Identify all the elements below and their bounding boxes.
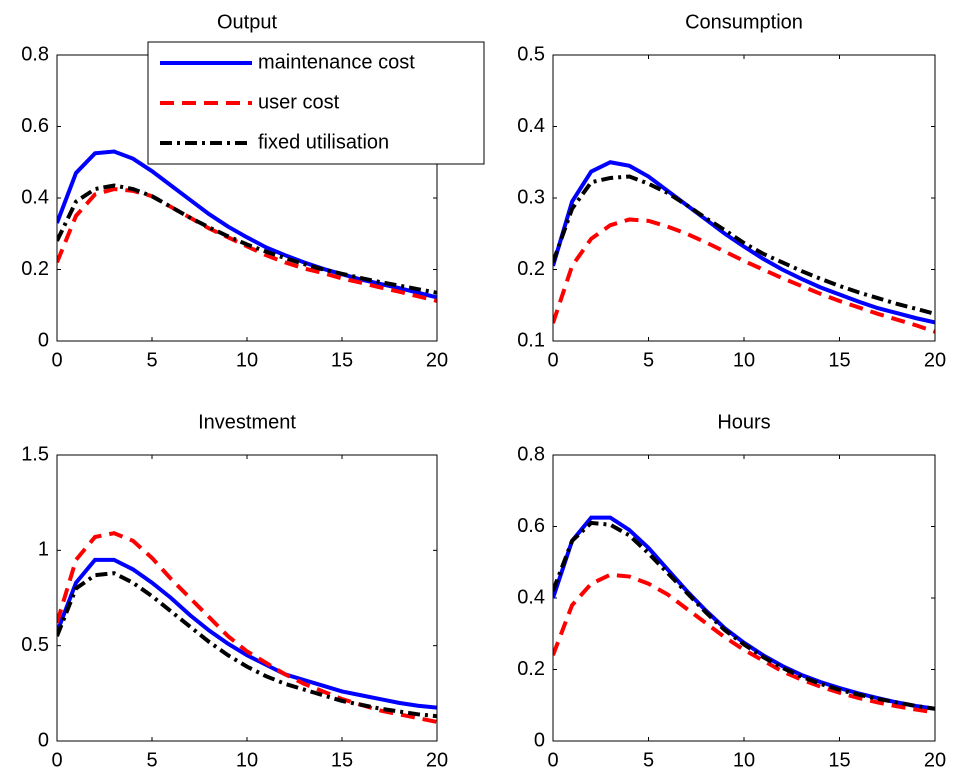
x-tick-label: 0 xyxy=(51,349,62,371)
x-tick-label: 5 xyxy=(643,749,654,771)
series-line xyxy=(57,531,437,724)
legend: maintenance cost user cost fixed utilisati… xyxy=(147,41,485,165)
x-tick-label: 0 xyxy=(51,749,62,771)
series-line xyxy=(553,160,935,325)
x-tick-label: 0 xyxy=(547,349,558,371)
y-tick-label: 0.4 xyxy=(517,586,545,608)
legend-label: user cost xyxy=(258,91,340,113)
y-tick-label: 0.5 xyxy=(21,634,49,656)
series-line xyxy=(553,572,935,715)
x-tick-label: 15 xyxy=(331,749,353,771)
subplot: Output 0 5 10 15 20 0 0.2 0.4 0.6 0.8 maintenance c… xyxy=(21,11,485,371)
series-line xyxy=(553,174,935,316)
y-tick-label: 1.5 xyxy=(21,443,49,465)
y-tick-label: 0.3 xyxy=(517,186,545,208)
x-tick-label: 0 xyxy=(547,749,558,771)
y-tick-label: 0.8 xyxy=(21,43,49,65)
x-tick-label: 20 xyxy=(924,349,946,371)
subplot: Hours 0 5 10 15 20 0 0.2 0.4 0.6 0.8 xyxy=(517,411,946,771)
series-line xyxy=(553,515,935,711)
y-tick-label: 0.1 xyxy=(517,329,545,351)
y-tick-label: 0 xyxy=(38,329,49,351)
subplot-title: Output xyxy=(217,11,277,33)
x-tick-label: 15 xyxy=(828,749,850,771)
series-line xyxy=(57,149,437,300)
legend-label: maintenance cost xyxy=(258,51,415,73)
series-line xyxy=(57,571,437,719)
x-tick-label: 10 xyxy=(733,349,755,371)
y-tick-label: 0.4 xyxy=(21,186,49,208)
x-tick-label: 20 xyxy=(924,749,946,771)
y-tick-label: 0.5 xyxy=(517,43,545,65)
x-tick-label: 10 xyxy=(236,749,258,771)
series-line xyxy=(553,217,935,334)
y-tick-label: 1 xyxy=(38,539,49,561)
series-line xyxy=(57,183,437,295)
series-line xyxy=(57,557,437,710)
subplot: Investment 0 5 10 15 20 0 0.5 1 1.5 xyxy=(21,411,448,771)
subplot-title: Hours xyxy=(717,411,770,433)
y-tick-label: 0.2 xyxy=(21,258,49,280)
subplot-title: Investment xyxy=(198,411,296,433)
y-tick-label: 0 xyxy=(38,729,49,751)
x-tick-label: 5 xyxy=(146,349,157,371)
x-tick-label: 15 xyxy=(828,349,850,371)
y-tick-label: 0.8 xyxy=(517,443,545,465)
x-tick-label: 20 xyxy=(426,749,448,771)
x-tick-label: 5 xyxy=(146,749,157,771)
axes-box xyxy=(552,454,936,742)
y-tick-label: 0.2 xyxy=(517,258,545,280)
x-tick-label: 20 xyxy=(426,349,448,371)
y-tick-label: 0.6 xyxy=(21,115,49,137)
y-tick-label: 0 xyxy=(534,729,545,751)
subplot-title: Consumption xyxy=(685,11,803,33)
x-tick-label: 10 xyxy=(236,349,258,371)
series-line xyxy=(553,520,935,711)
axes-box xyxy=(552,54,936,342)
subplot: Consumption 0 5 10 15 20 0.1 0.2 0.3 0.4 0.5 xyxy=(517,11,946,371)
y-tick-label: 0.2 xyxy=(517,658,545,680)
x-tick-label: 10 xyxy=(733,749,755,771)
x-tick-label: 15 xyxy=(331,349,353,371)
y-tick-label: 0.4 xyxy=(517,115,545,137)
legend-label: fixed utilisation xyxy=(258,131,389,153)
x-tick-label: 5 xyxy=(643,349,654,371)
y-tick-label: 0.6 xyxy=(517,515,545,537)
axes-box xyxy=(56,454,438,742)
